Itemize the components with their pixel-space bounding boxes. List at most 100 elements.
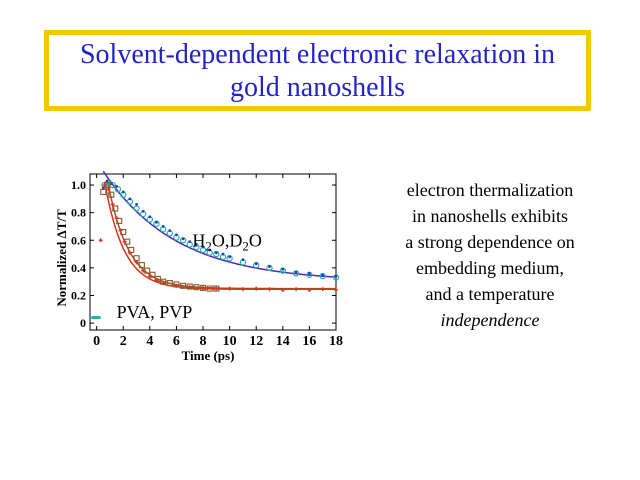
plot-frame [89,173,337,331]
pvp-point [110,202,115,207]
y-tick-label: 0.4 [71,261,86,275]
d2o-point [181,237,185,241]
pva-point [108,191,115,198]
x-tick-label: 12 [249,334,263,349]
annotation-water-part: O [249,230,262,250]
d2o-point [321,273,325,277]
annotation-polymer: PVA, PVP [117,302,193,322]
d2o-point [128,197,132,201]
pvp-point [240,287,245,292]
d2o-point [228,255,232,259]
d2o-point [194,243,198,246]
x-tick-label: 6 [173,334,180,349]
pvp-point [267,287,272,292]
pvp-point [98,238,103,243]
pva-point [193,284,200,291]
pva-point [213,285,220,292]
pva-point [112,205,119,212]
y-tick-label: 0.6 [71,233,86,247]
y-tick-label: 0.2 [71,288,86,302]
y-tick-label: 0 [80,316,86,330]
pva-point [206,285,213,292]
d2o-point [175,233,178,237]
pvp-point [106,187,111,192]
d2o-point [115,185,118,188]
pvp-point [174,283,179,288]
x-tick-label: 14 [276,334,290,349]
pvp-point [118,228,123,233]
d2o-point [161,225,165,228]
pvp-point [161,281,166,286]
x-axis-label: Time (ps) [182,348,235,363]
d2o-point [168,229,172,233]
pvp-point [154,278,159,283]
y-tick-label: 1.0 [71,178,86,192]
pvp-point [320,287,325,292]
slide-title-line-2: gold nanoshells [230,71,405,103]
d2o-point [221,252,225,256]
d2o-point [188,240,192,244]
y-axis-label: Normalized ΔT/T [54,209,69,307]
description-line-3: a strong dependence on [405,232,575,252]
x-tick-label: 2 [120,334,127,349]
description-line-5: and a temperature [425,284,555,304]
pvp-point [147,274,152,279]
pvp-point [187,285,192,290]
pvp-point [307,287,312,292]
x-tick-label: 4 [146,334,153,349]
d2o-point [334,274,338,278]
pvp-point [141,268,146,273]
pva-point [138,262,145,269]
pvp-point [227,286,232,291]
pvp-point [334,287,338,292]
pvp-point [122,239,127,244]
d2o-point [135,202,138,206]
pvp-point [134,260,139,265]
pva-point [100,188,107,195]
d2o-point [121,190,125,194]
x-tick-label: 10 [223,334,237,349]
d2o-point [281,267,285,271]
pvp-point [214,286,219,291]
d2o-point [101,186,105,190]
d2o-point [268,265,271,268]
pvp-point [280,287,285,292]
d2o-point [214,251,218,255]
annotation-water-part: 2 [242,238,249,253]
d2o-point [109,182,113,186]
pva-point [199,284,207,291]
d2o-point [105,179,109,183]
annotation-water-part: H [192,230,205,250]
y-tick-label: 0.8 [71,206,86,220]
d2o-point [254,262,258,266]
d2o-point [201,245,205,249]
pvp-point [294,287,299,292]
x-tick-label: 0 [93,334,100,349]
pvp-point [114,216,119,221]
d2o-point [241,258,245,261]
annotation-water: H2O,D2O [192,230,262,253]
pva-point [166,280,173,287]
annotation-water-part: 2 [205,238,212,253]
d2o-point [294,270,298,274]
d2o-point [208,248,212,252]
x-tick-label: 8 [200,334,207,349]
pvp-point [201,285,206,290]
description-text: electron thermalization in nanoshells ex… [372,177,608,333]
slide-title-box: Solvent-dependent electronic relaxation … [44,30,591,111]
pva-point [180,282,187,289]
annotation-water-part: O,D [212,230,243,250]
description-line-4: embedding medium, [416,258,564,278]
pvp-point [102,183,107,188]
description-line-1: electron thermalization [406,180,574,200]
d2o-point [141,209,145,213]
description-line-2: in nanoshells exhibits [412,206,568,226]
x-tick-label: 16 [302,334,316,349]
d2o-point [308,271,311,275]
pva-point [116,217,123,224]
d2o-point [155,220,158,224]
pvp-point [127,250,132,255]
pvp-point [254,286,259,291]
x-tick-label: 18 [329,334,343,349]
